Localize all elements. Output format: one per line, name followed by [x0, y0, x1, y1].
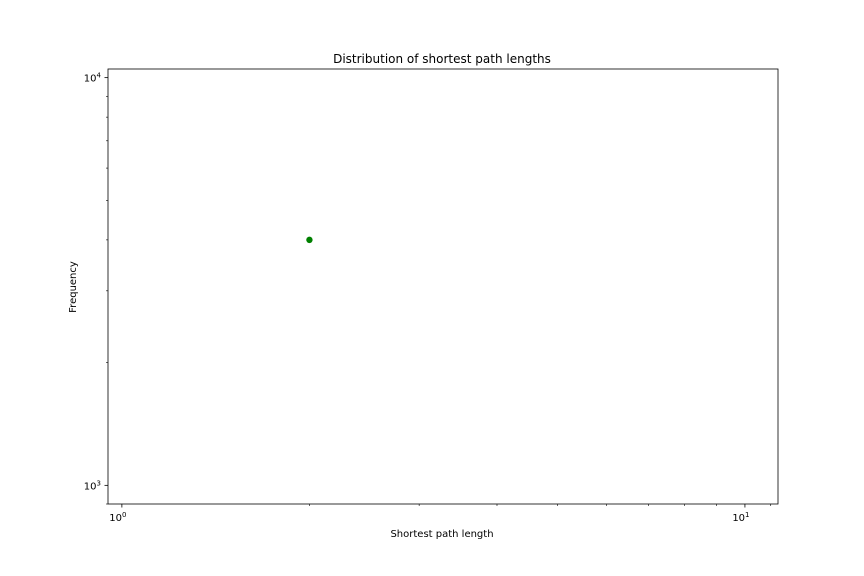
x-tick-label: 101: [732, 511, 749, 524]
plot-frame: [107, 68, 779, 505]
x-tick-label: 100: [109, 511, 126, 524]
y-tick-label: 104: [84, 72, 102, 85]
x-major-ticks: 100 101: [109, 504, 750, 524]
y-axis-label: Frequency: [68, 261, 79, 313]
x-axis-label: Shortest path length: [390, 529, 493, 540]
data-points: [306, 236, 313, 244]
chart-title: Distribution of shortest path lengths: [333, 52, 551, 66]
data-point: [306, 236, 313, 244]
y-major-ticks: 103 104: [84, 72, 108, 492]
y-tick-label: 103: [84, 479, 101, 492]
